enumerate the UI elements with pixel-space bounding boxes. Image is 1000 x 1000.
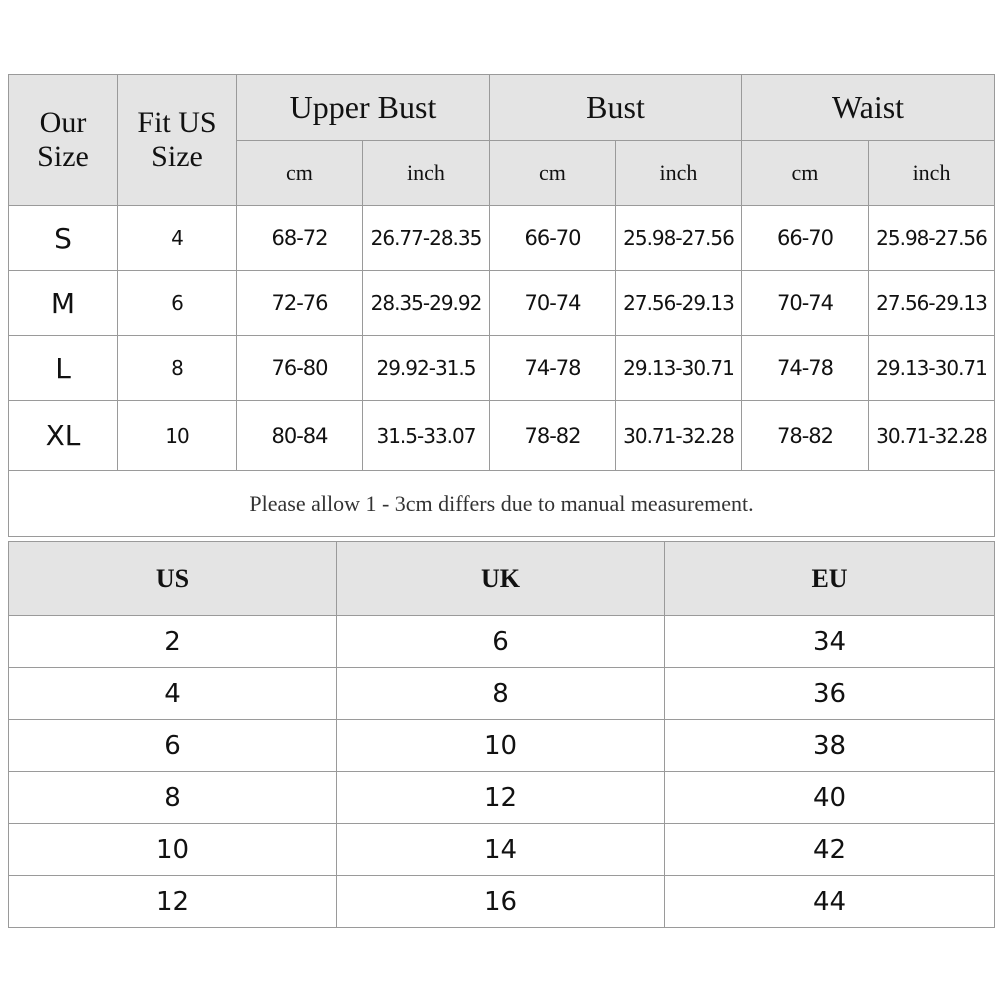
us-size-cell: 10	[8, 823, 337, 876]
us-size-cell: 8	[117, 335, 237, 401]
unit-header: inch	[867, 140, 996, 206]
table-row: 12 16 44	[8, 875, 995, 928]
eu-size-cell: 44	[664, 875, 995, 928]
unit-header: cm	[236, 140, 363, 206]
measurement-cell: 30.71-32.28	[867, 400, 996, 471]
table-row: XL 10 80-84 31.5-33.07 78-82 30.71-32.28 78-82…	[8, 400, 996, 471]
our-size-cell: XL	[8, 400, 118, 471]
measurement-cell: 29.13-30.71	[867, 335, 996, 401]
eu-size-cell: 42	[664, 823, 995, 876]
table-row: S 4 68-72 26.77-28.35 66-70 25.98-27.56 66-70 2…	[8, 205, 996, 271]
us-size-cell: 8	[8, 771, 337, 824]
header-eu: EU	[664, 541, 995, 616]
header-us: US	[8, 541, 337, 616]
header-fit-us-size: Fit US Size	[117, 74, 237, 206]
measurement-cell: 74-78	[489, 335, 616, 401]
size-chart-table: Our Size Fit US Size Upper Bust Bust Wai…	[7, 74, 996, 537]
us-size-cell: 2	[8, 615, 337, 668]
measurement-cell: 70-74	[489, 270, 616, 336]
measurement-cell: 25.98-27.56	[867, 205, 996, 271]
measurement-cell: 66-70	[741, 205, 869, 271]
measurement-cell: 26.77-28.35	[362, 205, 490, 271]
table-row: 8 12 40	[8, 771, 995, 824]
size-conversion-table: US UK EU 2 6 34 4 8 36 6 10 38 8 12 40 10 14 42 12 16 44	[8, 541, 995, 928]
measurement-cell: 29.13-30.71	[615, 335, 742, 401]
our-size-cell: S	[8, 205, 118, 271]
eu-size-cell: 34	[664, 615, 995, 668]
uk-size-cell: 10	[336, 719, 665, 772]
unit-header: inch	[362, 140, 490, 206]
measurement-cell: 28.35-29.92	[362, 270, 490, 336]
eu-size-cell: 40	[664, 771, 995, 824]
unit-header: inch	[615, 140, 742, 206]
uk-size-cell: 6	[336, 615, 665, 668]
header-uk: UK	[336, 541, 665, 616]
uk-size-cell: 16	[336, 875, 665, 928]
measurement-cell: 70-74	[741, 270, 869, 336]
measurement-cell: 29.92-31.5	[362, 335, 490, 401]
us-size-cell: 4	[8, 667, 337, 720]
measurement-cell: 66-70	[489, 205, 616, 271]
header-our-size: Our Size	[8, 74, 118, 206]
measurement-cell: 78-82	[741, 400, 869, 471]
us-size-cell: 6	[117, 270, 237, 336]
measurement-note: Please allow 1 - 3cm differs due to manu…	[7, 470, 996, 537]
unit-header: cm	[741, 140, 869, 206]
table-row: 10 14 42	[8, 823, 995, 876]
our-size-cell: M	[8, 270, 118, 336]
table-row: M 6 72-76 28.35-29.92 70-74 27.56-29.13 70-74 2…	[8, 270, 996, 336]
measurement-cell: 80-84	[236, 400, 363, 471]
uk-size-cell: 8	[336, 667, 665, 720]
measurement-cell: 27.56-29.13	[615, 270, 742, 336]
uk-size-cell: 12	[336, 771, 665, 824]
us-size-cell: 6	[8, 719, 337, 772]
measurement-cell: 76-80	[236, 335, 363, 401]
measurement-cell: 31.5-33.07	[362, 400, 490, 471]
table-row: 4 8 36	[8, 667, 995, 720]
table-row: 6 10 38	[8, 719, 995, 772]
us-size-cell: 10	[117, 400, 237, 471]
unit-header: cm	[489, 140, 616, 206]
measurement-cell: 27.56-29.13	[867, 270, 996, 336]
us-size-cell: 4	[117, 205, 237, 271]
us-size-cell: 12	[8, 875, 337, 928]
measurement-cell: 74-78	[741, 335, 869, 401]
measurement-cell: 25.98-27.56	[615, 205, 742, 271]
eu-size-cell: 36	[664, 667, 995, 720]
our-size-cell: L	[8, 335, 118, 401]
table-row: L 8 76-80 29.92-31.5 74-78 29.13-30.71 74-78 29…	[8, 335, 996, 401]
header-upper-bust: Upper Bust	[236, 74, 490, 141]
table-row: 2 6 34	[8, 615, 995, 668]
eu-size-cell: 38	[664, 719, 995, 772]
measurement-cell: 68-72	[236, 205, 363, 271]
measurement-cell: 72-76	[236, 270, 363, 336]
uk-size-cell: 14	[336, 823, 665, 876]
measurement-cell: 78-82	[489, 400, 616, 471]
header-bust: Bust	[489, 74, 742, 141]
header-waist: Waist	[740, 74, 996, 141]
measurement-cell: 30.71-32.28	[615, 400, 742, 471]
